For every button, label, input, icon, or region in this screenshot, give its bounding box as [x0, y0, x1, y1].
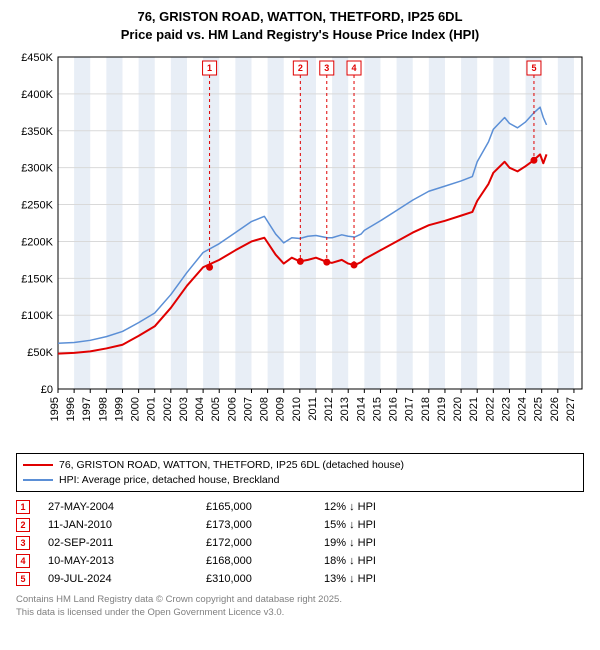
- svg-text:2012: 2012: [323, 397, 335, 421]
- sale-price: £165,000: [206, 501, 306, 513]
- sale-date: 02-SEP-2011: [48, 537, 188, 549]
- sale-diff: 13% ↓ HPI: [324, 573, 434, 585]
- svg-text:2: 2: [298, 63, 303, 73]
- svg-text:2025: 2025: [533, 397, 545, 421]
- sale-row: 5 09-JUL-2024 £310,000 13% ↓ HPI: [16, 570, 584, 588]
- svg-text:2018: 2018: [420, 397, 432, 421]
- price-chart: £0 £50K £100K £150K £200K £250K £300K £350K £400…: [10, 49, 590, 449]
- svg-text:2007: 2007: [242, 397, 254, 421]
- sale-marker: 5: [16, 572, 30, 586]
- sale-marker: 1: [16, 500, 30, 514]
- svg-text:2008: 2008: [259, 397, 271, 421]
- svg-text:2022: 2022: [484, 397, 496, 421]
- svg-text:£400K: £400K: [21, 89, 53, 101]
- svg-text:2014: 2014: [355, 397, 367, 421]
- sale-price: £173,000: [206, 519, 306, 531]
- svg-text:£450K: £450K: [21, 52, 53, 64]
- footer: Contains HM Land Registry data © Crown c…: [16, 594, 584, 619]
- svg-text:£300K: £300K: [21, 163, 53, 175]
- svg-text:2004: 2004: [194, 397, 206, 421]
- sale-marker: 4: [16, 554, 30, 568]
- svg-text:2013: 2013: [339, 397, 351, 421]
- svg-text:£50K: £50K: [27, 347, 53, 359]
- sale-row: 3 02-SEP-2011 £172,000 19% ↓ HPI: [16, 534, 584, 552]
- svg-text:2002: 2002: [162, 397, 174, 421]
- svg-text:£150K: £150K: [21, 273, 53, 285]
- legend-label: 76, GRISTON ROAD, WATTON, THETFORD, IP25…: [59, 458, 404, 473]
- sales-table: 1 27-MAY-2004 £165,000 12% ↓ HPI 2 11-JAN-201…: [16, 498, 584, 588]
- sale-row: 1 27-MAY-2004 £165,000 12% ↓ HPI: [16, 498, 584, 516]
- sale-date: 10-MAY-2013: [48, 555, 188, 567]
- title-line-2: Price paid vs. HM Land Registry's House …: [8, 26, 592, 44]
- sale-marker: 2: [16, 518, 30, 532]
- svg-text:2010: 2010: [291, 397, 303, 421]
- svg-text:2020: 2020: [452, 397, 464, 421]
- svg-text:2006: 2006: [226, 397, 238, 421]
- svg-text:£100K: £100K: [21, 310, 53, 322]
- sale-date: 27-MAY-2004: [48, 501, 188, 513]
- svg-text:2026: 2026: [549, 397, 561, 421]
- svg-text:£200K: £200K: [21, 237, 53, 249]
- legend-row: HPI: Average price, detached house, Brec…: [23, 473, 577, 488]
- svg-text:1997: 1997: [81, 397, 93, 421]
- legend-swatch: [23, 479, 53, 481]
- footer-line-2: This data is licensed under the Open Gov…: [16, 607, 584, 619]
- sale-price: £168,000: [206, 555, 306, 567]
- svg-text:£250K: £250K: [21, 200, 53, 212]
- chart-title-block: 76, GRISTON ROAD, WATTON, THETFORD, IP25…: [8, 8, 592, 43]
- svg-text:3: 3: [324, 63, 329, 73]
- sale-date: 09-JUL-2024: [48, 573, 188, 585]
- svg-text:1: 1: [207, 63, 212, 73]
- svg-text:2016: 2016: [388, 397, 400, 421]
- sale-marker: 3: [16, 536, 30, 550]
- svg-text:2023: 2023: [500, 397, 512, 421]
- svg-text:2000: 2000: [130, 397, 142, 421]
- chart-svg: £0 £50K £100K £150K £200K £250K £300K £350K £400…: [10, 49, 590, 449]
- svg-text:2003: 2003: [178, 397, 190, 421]
- svg-text:2021: 2021: [468, 397, 480, 421]
- sale-row: 2 11-JAN-2010 £173,000 15% ↓ HPI: [16, 516, 584, 534]
- svg-text:£0: £0: [41, 384, 53, 396]
- title-line-1: 76, GRISTON ROAD, WATTON, THETFORD, IP25…: [8, 8, 592, 26]
- svg-text:2017: 2017: [404, 397, 416, 421]
- footer-line-1: Contains HM Land Registry data © Crown c…: [16, 594, 584, 606]
- legend-label: HPI: Average price, detached house, Brec…: [59, 473, 279, 488]
- svg-text:2019: 2019: [436, 397, 448, 421]
- legend: 76, GRISTON ROAD, WATTON, THETFORD, IP25…: [16, 453, 584, 492]
- sale-diff: 19% ↓ HPI: [324, 537, 434, 549]
- svg-text:2001: 2001: [146, 397, 158, 421]
- sale-price: £172,000: [206, 537, 306, 549]
- sale-diff: 15% ↓ HPI: [324, 519, 434, 531]
- svg-text:2011: 2011: [307, 397, 319, 421]
- sale-price: £310,000: [206, 573, 306, 585]
- svg-text:5: 5: [531, 63, 536, 73]
- svg-text:1998: 1998: [97, 397, 109, 421]
- svg-text:2009: 2009: [275, 397, 287, 421]
- svg-text:2015: 2015: [371, 397, 383, 421]
- svg-text:2005: 2005: [210, 397, 222, 421]
- legend-swatch: [23, 464, 53, 466]
- svg-text:2024: 2024: [517, 397, 529, 421]
- svg-text:£350K: £350K: [21, 126, 53, 138]
- sale-diff: 12% ↓ HPI: [324, 501, 434, 513]
- svg-text:2027: 2027: [565, 397, 577, 421]
- sale-row: 4 10-MAY-2013 £168,000 18% ↓ HPI: [16, 552, 584, 570]
- svg-text:4: 4: [352, 63, 357, 73]
- svg-text:1995: 1995: [49, 397, 61, 421]
- sale-date: 11-JAN-2010: [48, 519, 188, 531]
- svg-text:1999: 1999: [113, 397, 125, 421]
- svg-text:1996: 1996: [65, 397, 77, 421]
- sale-diff: 18% ↓ HPI: [324, 555, 434, 567]
- legend-row: 76, GRISTON ROAD, WATTON, THETFORD, IP25…: [23, 458, 577, 473]
